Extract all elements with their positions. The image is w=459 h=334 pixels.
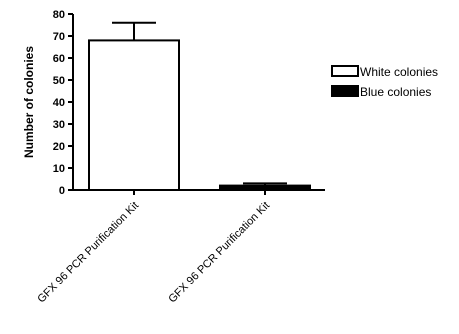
bar-blue-colonies (219, 184, 311, 192)
y-tick-label: 0 (59, 185, 65, 197)
y-tick-label: 40 (53, 97, 65, 109)
y-tick-label: 30 (53, 119, 65, 131)
y-axis-title: Number of colonies (22, 46, 36, 158)
legend-swatch (331, 65, 359, 77)
y-tick-label: 50 (53, 75, 65, 87)
y-axis: 0 10 20 30 40 50 60 70 80 (53, 9, 74, 197)
x-tick-label: GFX 96 PCR Purification Kit (166, 200, 272, 306)
bar-white-colonies (88, 39, 180, 192)
x-tick-label: GFX 96 PCR Purification Kit (35, 200, 141, 306)
y-tick-label: 70 (53, 31, 65, 43)
y-tick-label: 20 (53, 141, 65, 153)
y-tick-label: 60 (53, 53, 65, 65)
legend-label: Blue colonies (360, 85, 431, 99)
y-tick-label: 80 (53, 9, 65, 21)
legend-label: White colonies (360, 65, 438, 79)
legend-swatch (331, 85, 359, 97)
y-tick-label: 10 (53, 163, 65, 175)
x-axis: GFX 96 PCR Purification Kit GFX 96 PCR Pu… (35, 189, 325, 306)
